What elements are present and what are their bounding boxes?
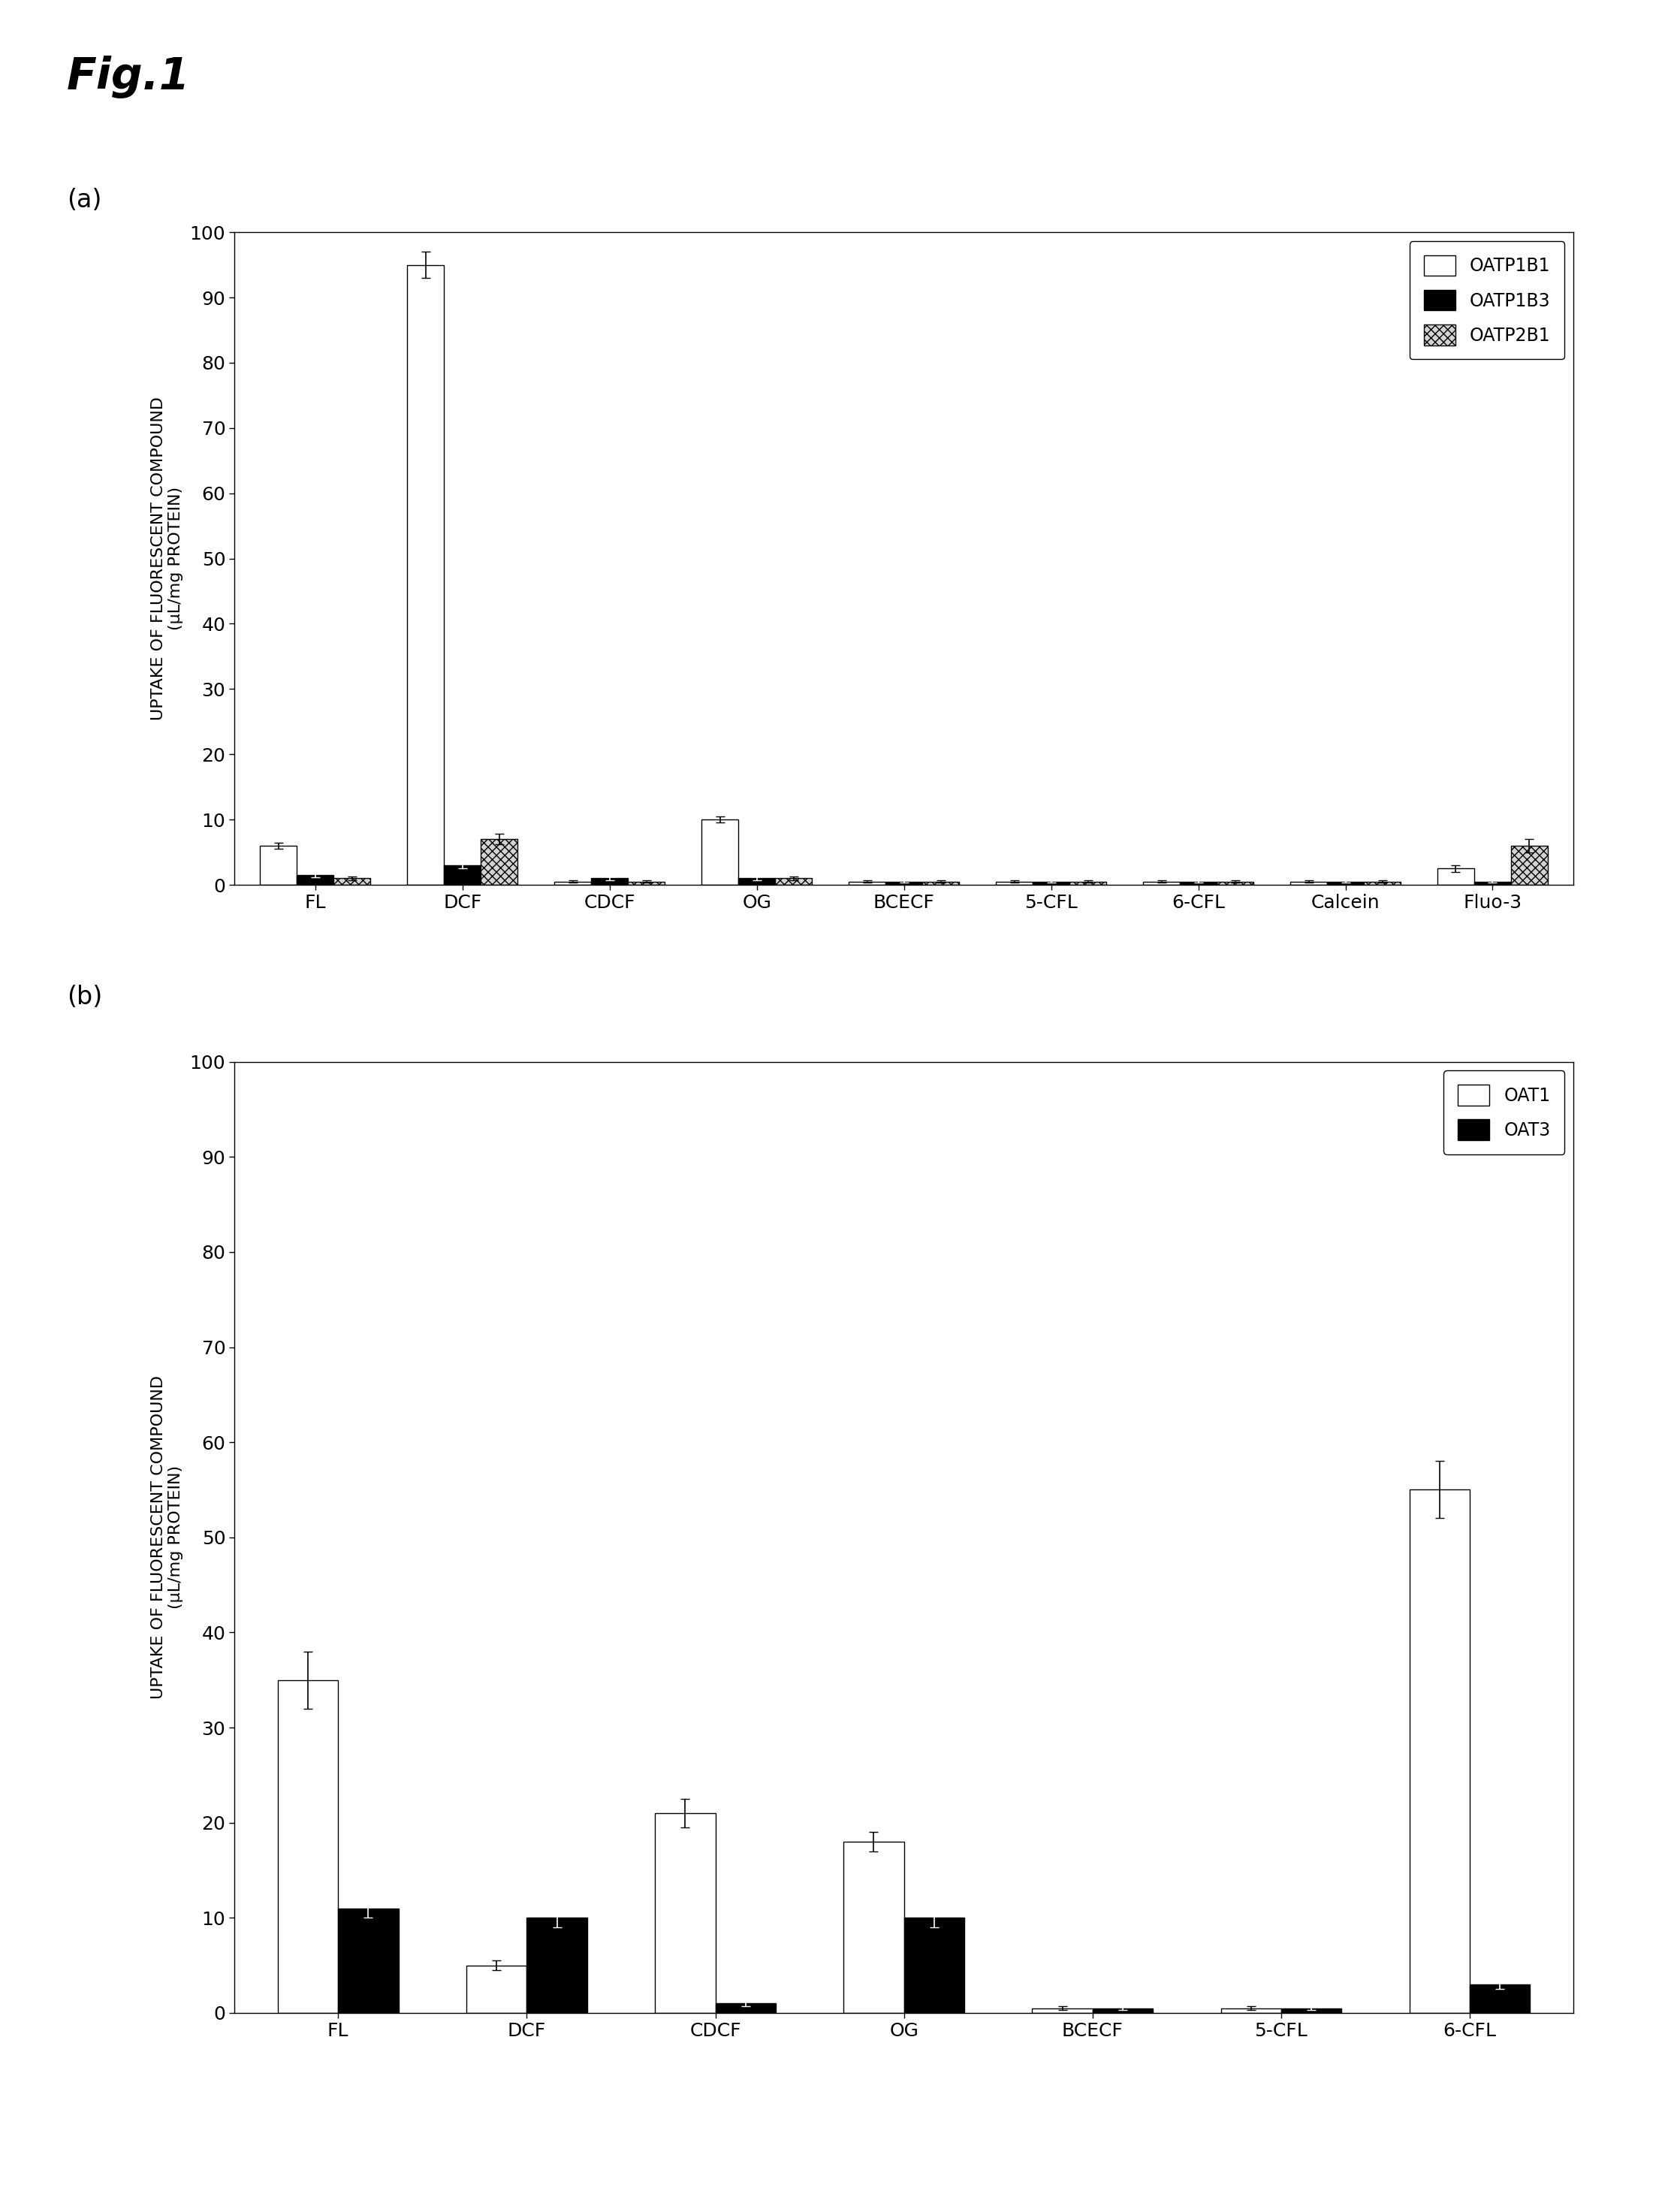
Bar [278, 1681, 338, 2013]
Bar [775, 878, 812, 885]
Text: (a): (a) [67, 188, 102, 212]
Y-axis label: UPTAKE OF FLUORESCENT COMPOUND
(μL/mg PROTEIN): UPTAKE OF FLUORESCENT COMPOUND (μL/mg PR… [151, 1376, 184, 1699]
Bar [259, 845, 296, 885]
Bar [1033, 883, 1070, 885]
Bar [1364, 883, 1401, 885]
Bar [467, 1964, 527, 2013]
Bar [1470, 1984, 1530, 2013]
Bar [591, 878, 628, 885]
Text: (b): (b) [67, 984, 102, 1009]
Bar [701, 818, 738, 885]
Bar [1220, 2008, 1281, 2013]
Bar [333, 878, 370, 885]
Bar [886, 883, 922, 885]
Bar [738, 878, 775, 885]
Bar [338, 1909, 398, 2013]
Bar [296, 876, 333, 885]
Y-axis label: UPTAKE OF FLUORESCENT COMPOUND
(μL/mg PROTEIN): UPTAKE OF FLUORESCENT COMPOUND (μL/mg PR… [151, 396, 184, 721]
Bar [1033, 2008, 1093, 2013]
Bar [1438, 869, 1475, 885]
Bar [1070, 883, 1107, 885]
Bar [904, 1918, 964, 2013]
Legend: OAT1, OAT3: OAT1, OAT3 [1443, 1071, 1565, 1155]
Bar [1143, 883, 1180, 885]
Bar [655, 1814, 715, 2013]
Bar [1475, 883, 1512, 885]
Bar [480, 838, 517, 885]
Bar [1093, 2008, 1153, 2013]
Bar [628, 883, 665, 885]
Bar [715, 2004, 775, 2013]
Bar [407, 265, 444, 885]
Bar [844, 1843, 904, 2013]
Bar [1410, 1491, 1470, 2013]
Bar [554, 883, 591, 885]
Bar [444, 865, 480, 885]
Bar [1180, 883, 1217, 885]
Text: Fig.1: Fig.1 [67, 55, 191, 97]
Bar [527, 1918, 588, 2013]
Bar [1512, 845, 1548, 885]
Bar [1281, 2008, 1341, 2013]
Bar [922, 883, 959, 885]
Bar [1327, 883, 1364, 885]
Legend: OATP1B1, OATP1B3, OATP2B1: OATP1B1, OATP1B3, OATP2B1 [1410, 241, 1565, 358]
Bar [1291, 883, 1327, 885]
Bar [1217, 883, 1254, 885]
Bar [996, 883, 1033, 885]
Bar [849, 883, 886, 885]
